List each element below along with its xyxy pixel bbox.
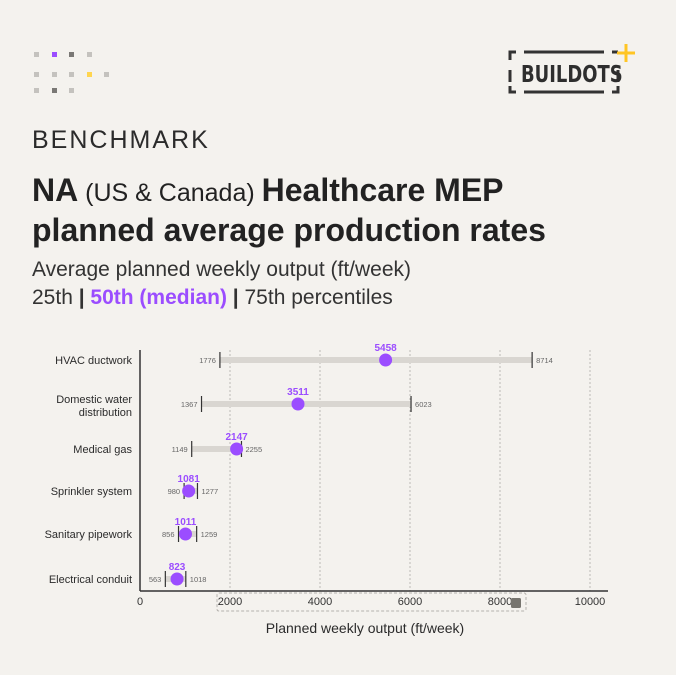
x-tick-label: 10000 (575, 596, 606, 608)
p25-label: 1776 (199, 356, 216, 365)
decorative-dot (52, 88, 57, 93)
decorative-dot (69, 88, 74, 93)
category-label: distribution (79, 407, 132, 419)
category-label: Electrical conduit (49, 574, 132, 586)
category-label: Domestic water (56, 394, 132, 406)
p75-label: 1259 (201, 530, 218, 539)
decorative-dot (52, 72, 57, 77)
p75-label: 2255 (245, 445, 262, 454)
x-tick-label: 0 (137, 596, 143, 608)
decorative-dot (52, 52, 57, 57)
separator: | (72, 286, 91, 309)
median-label: 5458 (374, 343, 397, 354)
category-label: Sanitary pipework (45, 529, 133, 541)
decorative-dot (34, 88, 39, 93)
subtitle-p75: 75th percentiles (244, 286, 393, 309)
x-tick-label: 2000 (218, 596, 242, 608)
p25-label: 1149 (172, 445, 188, 454)
buildots-logo (508, 44, 635, 94)
decorative-dot (104, 72, 109, 77)
p25-label: 563 (149, 575, 162, 584)
median-point (379, 353, 393, 367)
subtitle-p25: 25th (32, 286, 73, 309)
category-label: Medical gas (73, 444, 132, 456)
logo-text: BUILDOTS (521, 62, 623, 88)
title-line2: planned average production rates (32, 212, 546, 248)
median-label: 3511 (287, 387, 309, 398)
median-point (170, 572, 184, 586)
title-region-detail: (US & Canada) (78, 179, 262, 207)
median-point (230, 442, 244, 456)
axis-range-selector (216, 592, 527, 612)
subtitle-line1: Average planned weekly output (ft/week) (32, 258, 412, 281)
p75-label: 6023 (415, 400, 432, 409)
median-point (291, 397, 305, 411)
x-tick-label: 4000 (308, 596, 332, 608)
median-label: 1011 (175, 517, 197, 528)
decorative-dot (87, 52, 92, 57)
category-label: Sprinkler system (51, 486, 132, 498)
decorative-dot (34, 52, 39, 57)
page-title: NA (US & Canada) Healthcare MEP planned … (32, 172, 546, 249)
p25-label: 856 (162, 530, 175, 539)
median-label: 1081 (178, 474, 201, 485)
p25-label: 1367 (181, 400, 198, 409)
range-handle (511, 598, 521, 608)
p75-label: 1277 (201, 487, 218, 496)
separator: | (226, 286, 245, 309)
kicker: BENCHMARK (32, 126, 210, 154)
x-tick-label: 8000 (488, 596, 512, 608)
decorative-dot (34, 72, 39, 77)
decorative-dot (69, 52, 74, 57)
median-label: 823 (169, 562, 186, 573)
p75-label: 8714 (536, 356, 553, 365)
x-tick-label: 6000 (398, 596, 422, 608)
title-sector: Healthcare MEP (261, 172, 504, 208)
median-point (182, 484, 196, 498)
title-region: NA (32, 172, 79, 208)
median-point (178, 527, 192, 541)
category-label: HVAC ductwork (55, 355, 132, 367)
subtitle: Average planned weekly output (ft/week) … (32, 256, 411, 312)
p25-label: 980 (168, 487, 181, 496)
median-label: 2147 (225, 432, 248, 443)
decorative-dot (69, 72, 74, 77)
decorative-dot (87, 72, 92, 77)
subtitle-p50: 50th (median) (90, 286, 227, 309)
p75-label: 1018 (190, 575, 207, 584)
x-axis-label: Planned weekly output (ft/week) (266, 620, 464, 636)
